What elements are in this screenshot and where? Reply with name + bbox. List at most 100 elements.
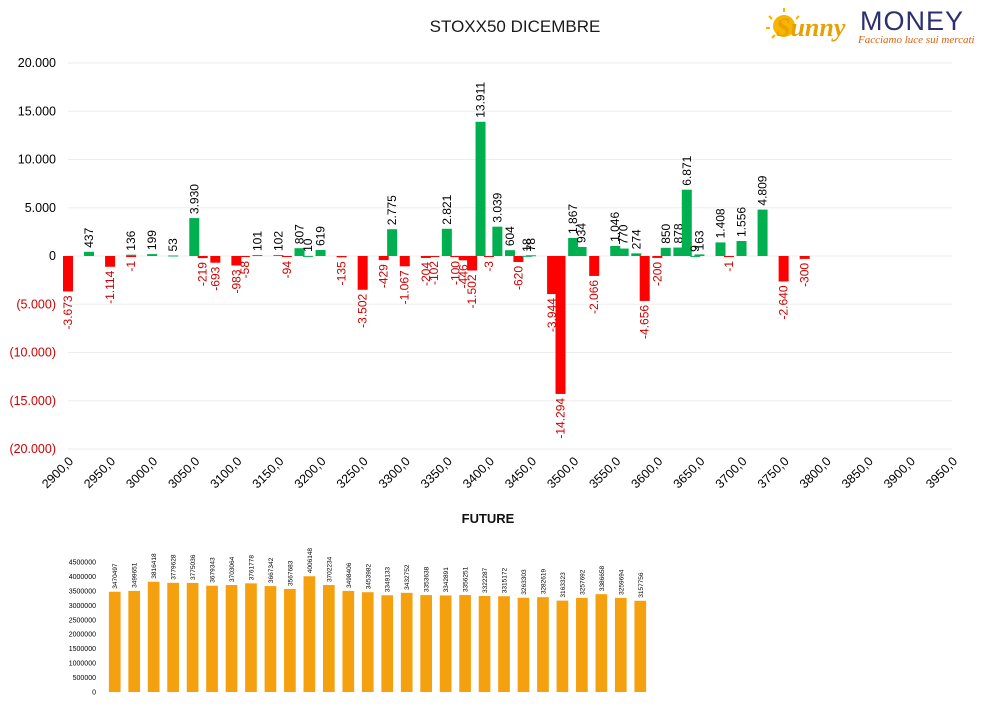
future-bar bbox=[400, 592, 413, 692]
data-label: -4.656 bbox=[638, 305, 652, 339]
data-label: -100 bbox=[448, 261, 462, 285]
data-label: 13.911 bbox=[474, 82, 488, 118]
bar bbox=[126, 254, 137, 256]
data-label: 53 bbox=[166, 238, 180, 252]
future-data-label: 3432752 bbox=[404, 564, 411, 590]
data-label: 18 bbox=[520, 238, 534, 252]
data-label: -204 bbox=[419, 262, 433, 286]
data-label: -983 bbox=[229, 269, 243, 293]
data-label: 6.871 bbox=[680, 155, 694, 185]
bar bbox=[576, 246, 587, 256]
y-tick-label: 5.000 bbox=[25, 201, 56, 215]
bar bbox=[294, 248, 305, 256]
main-chart: 20.000 15.000 10.000 5.000 0 (5.000) (10.000) (… bbox=[9, 56, 960, 491]
data-label: -1.114 bbox=[103, 270, 117, 303]
data-label: -3 bbox=[482, 261, 496, 272]
future-bar bbox=[537, 597, 549, 692]
data-label: -3.673 bbox=[61, 295, 75, 329]
data-label: -3.502 bbox=[356, 293, 370, 327]
data-label: 78 bbox=[524, 238, 538, 252]
data-label: -1.067 bbox=[398, 270, 412, 304]
future-bar bbox=[264, 586, 277, 692]
future-data-label: 3703064 bbox=[229, 556, 236, 582]
bar bbox=[483, 256, 494, 257]
data-label: 619 bbox=[314, 226, 328, 246]
bar bbox=[467, 256, 478, 271]
future-data-label: 3353638 bbox=[424, 566, 431, 592]
y-tick-label: 10.000 bbox=[18, 153, 56, 167]
future-bar bbox=[361, 592, 374, 692]
data-label: 3.039 bbox=[490, 192, 504, 222]
data-label: 770 bbox=[617, 224, 631, 244]
bar bbox=[197, 256, 208, 259]
data-label: -693 bbox=[208, 266, 222, 290]
future-bar bbox=[108, 591, 121, 692]
bar bbox=[281, 256, 292, 257]
sun-icon: Sunny MONEY Facciamo luce sui mercati bbox=[766, 6, 975, 46]
data-label: -219 bbox=[196, 262, 210, 286]
data-label: -1 bbox=[722, 261, 736, 272]
future-y-tick-label: 2000000 bbox=[69, 632, 96, 639]
data-label: 1.556 bbox=[735, 207, 749, 237]
future-bar bbox=[381, 595, 394, 692]
future-data-label: 3470497 bbox=[112, 563, 119, 589]
future-y-tick-label: 4000000 bbox=[69, 574, 96, 581]
data-label: -2.066 bbox=[587, 280, 601, 314]
future-data-label: 3667342 bbox=[268, 557, 275, 583]
bar bbox=[631, 253, 642, 256]
future-data-label: 3775036 bbox=[190, 554, 197, 580]
bar bbox=[378, 256, 389, 261]
bar bbox=[84, 251, 95, 256]
bar bbox=[723, 256, 734, 257]
bar bbox=[547, 256, 558, 295]
data-label: -102 bbox=[427, 261, 441, 285]
data-label: 102 bbox=[271, 231, 285, 251]
y-tick-label: 20.000 bbox=[18, 56, 56, 70]
data-label: 101 bbox=[250, 231, 264, 251]
logo-tagline: Facciamo luce sui mercati bbox=[857, 34, 975, 46]
future-data-label: 3702234 bbox=[326, 556, 333, 582]
future-data-label: 3386658 bbox=[599, 565, 606, 591]
bar bbox=[239, 256, 250, 257]
data-label: -14.294 bbox=[554, 398, 568, 439]
bar bbox=[302, 255, 313, 257]
y-tick-label: (5.000) bbox=[16, 297, 56, 311]
bar bbox=[441, 228, 452, 256]
future-data-label: 3779628 bbox=[171, 554, 178, 580]
data-label: 2.821 bbox=[440, 194, 454, 224]
bar bbox=[492, 226, 503, 256]
logo-money-text: MONEY bbox=[860, 6, 964, 36]
data-label: 1.867 bbox=[566, 204, 580, 234]
future-data-label: 3257692 bbox=[579, 569, 586, 595]
bar bbox=[505, 250, 515, 256]
sunny-money-logo: Sunny MONEY Facciamo luce sui mercati bbox=[764, 4, 986, 48]
future-data-label: 3282619 bbox=[540, 568, 547, 594]
future-bar bbox=[128, 590, 141, 692]
bar bbox=[673, 247, 684, 256]
future-bar bbox=[284, 588, 296, 692]
bar bbox=[63, 256, 73, 292]
data-label: -429 bbox=[377, 264, 391, 288]
chart-title: STOXX50 DICEMBRE bbox=[429, 17, 601, 36]
future-bar bbox=[167, 582, 179, 692]
future-bar bbox=[517, 597, 530, 692]
bar bbox=[799, 256, 810, 259]
bar bbox=[757, 209, 768, 256]
future-y-tick-label: 2500000 bbox=[69, 617, 96, 624]
future-bar bbox=[245, 583, 257, 692]
data-label: 4.809 bbox=[756, 175, 770, 205]
data-label: -300 bbox=[798, 263, 812, 287]
bar bbox=[168, 255, 179, 257]
bar bbox=[315, 250, 326, 256]
bar bbox=[399, 256, 410, 267]
bar bbox=[521, 255, 532, 257]
future-bar bbox=[147, 581, 160, 692]
bar bbox=[610, 245, 621, 256]
bar bbox=[105, 256, 116, 267]
y-tick-label: 15.000 bbox=[18, 104, 56, 118]
bar bbox=[568, 237, 579, 256]
data-label: -94 bbox=[280, 261, 294, 279]
bar bbox=[589, 256, 600, 276]
data-label: -135 bbox=[335, 261, 349, 285]
